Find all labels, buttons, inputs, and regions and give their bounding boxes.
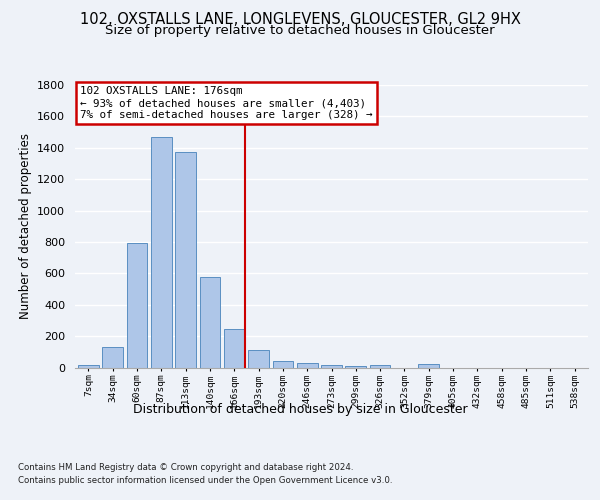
Text: Contains public sector information licensed under the Open Government Licence v3: Contains public sector information licen… [18,476,392,485]
Bar [272,361,293,368]
Text: 102 OXSTALLS LANE: 176sqm
← 93% of detached houses are smaller (4,403)
7% of sem: 102 OXSTALLS LANE: 176sqm ← 93% of detac… [80,86,373,120]
Text: Contains HM Land Registry data © Crown copyright and database right 2024.: Contains HM Land Registry data © Crown c… [18,462,353,471]
Bar [418,364,439,368]
Y-axis label: Number of detached properties: Number of detached properties [19,133,32,320]
Text: 102, OXSTALLS LANE, LONGLEVENS, GLOUCESTER, GL2 9HX: 102, OXSTALLS LANE, LONGLEVENS, GLOUCEST… [80,12,520,28]
Text: Size of property relative to detached houses in Gloucester: Size of property relative to detached ho… [105,24,495,37]
Bar [297,363,317,368]
Bar [346,366,366,368]
Bar [175,152,196,368]
Bar [127,242,148,368]
Bar [224,329,245,368]
Bar [370,365,391,368]
Bar [103,347,123,368]
Bar [200,278,220,368]
Bar [78,365,99,368]
Bar [321,365,342,368]
Bar [248,350,269,368]
Text: Distribution of detached houses by size in Gloucester: Distribution of detached houses by size … [133,402,467,415]
Bar [151,137,172,368]
